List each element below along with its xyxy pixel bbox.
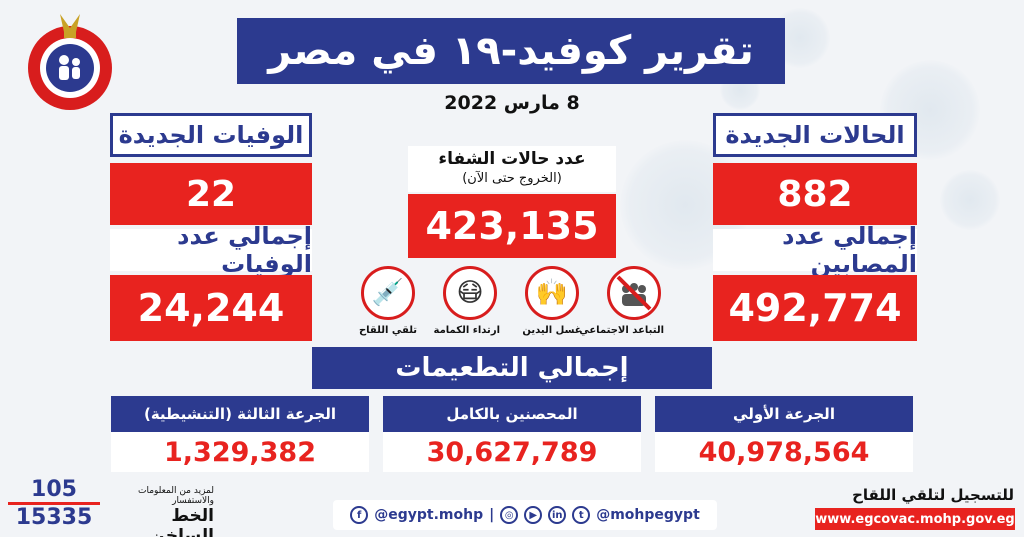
vax-fully-vaccinated-value: 30,627,789 <box>383 432 641 472</box>
linkedin-icon[interactable]: in <box>548 506 567 524</box>
facebook-icon[interactable]: f <box>350 506 369 524</box>
precaution-label: التباعد الاجتماعي <box>579 325 664 336</box>
new-deaths-value: 22 <box>110 163 312 225</box>
instagram-icon[interactable]: ◎ <box>500 506 519 524</box>
total-cases-value: 492,774 <box>713 275 917 341</box>
virus-decoration <box>940 170 1000 230</box>
recovered-value: 423,135 <box>408 194 616 258</box>
new-cases-value: 882 <box>713 163 917 225</box>
mask-icon: 😷 <box>443 266 497 320</box>
hotline-info: لمزيد من المعلومات والاستفسار <box>138 486 214 506</box>
hotline-label: الخط الساخن <box>150 506 214 537</box>
page-title: تقرير كوفيد-١٩ في مصر <box>237 18 785 84</box>
precaution-label: ارتداء الكمامة <box>433 325 500 336</box>
report-date: 8 مارس 2022 <box>444 92 580 114</box>
vax-fully-vaccinated-label: المحصنين بالكامل <box>383 396 641 432</box>
hotline-numbers: 105 15335 <box>8 478 100 531</box>
recovered-header: عدد حالات الشفاء (الخروج حتى الآن) <box>408 146 616 192</box>
precaution-distancing: التباعد الاجتماعي <box>579 266 664 336</box>
recovered-label: عدد حالات الشفاء <box>438 149 586 169</box>
hotline-text: لمزيد من المعلومات والاستفسار الخط الساخ… <box>104 486 214 537</box>
ministry-logo <box>24 10 116 114</box>
vax-first-dose: الجرعة الأولي 40,978,564 <box>655 396 913 472</box>
recovered-sublabel: (الخروج حتى الآن) <box>462 171 562 186</box>
registration-text: للتسجيل لتلقي اللقاح <box>852 486 1014 504</box>
precaution-label: غسل اليدين <box>522 325 582 336</box>
vax-booster-value: 1,329,382 <box>111 432 369 472</box>
hotline-number-2: 15335 <box>15 505 93 530</box>
social-bar: f @egypt.mohp | ◎ ▶ in t @mohpegypt <box>333 500 717 530</box>
total-cases-label: إجمالي عدد المصابين <box>713 222 917 278</box>
vaccinations-title: إجمالي التطعيمات <box>312 347 712 389</box>
hand-wash-icon: 🙌 <box>525 266 579 320</box>
precaution-handwash: 🙌 غسل اليدين <box>522 266 582 336</box>
total-deaths-value: 24,244 <box>110 275 312 341</box>
twitter-icon[interactable]: t <box>572 506 591 524</box>
no-crowds-icon <box>607 266 661 320</box>
precaution-vaccine: 💉 تلقي اللقاح <box>358 266 418 336</box>
new-cases-label: الحالات الجديدة <box>713 113 917 157</box>
social-handle-2[interactable]: @mohpegypt <box>596 507 700 523</box>
vax-first-dose-value: 40,978,564 <box>655 432 913 472</box>
vaccine-icon: 💉 <box>361 266 415 320</box>
vax-booster: الجرعة الثالثة (التنشيطية) 1,329,382 <box>111 396 369 472</box>
registration-url[interactable]: www.egcovac.mohp.gov.eg <box>815 508 1015 530</box>
social-handle-1[interactable]: @egypt.mohp <box>374 507 484 523</box>
new-deaths-label: الوفيات الجديدة <box>110 113 312 157</box>
divider: | <box>489 507 495 523</box>
vax-fully-vaccinated: المحصنين بالكامل 30,627,789 <box>383 396 641 472</box>
precaution-mask: 😷 ارتداء الكمامة <box>433 266 500 336</box>
vax-first-dose-label: الجرعة الأولي <box>655 396 913 432</box>
total-deaths-label: إجمالي عدد الوفيات <box>110 222 312 278</box>
precaution-label: تلقي اللقاح <box>358 325 418 336</box>
youtube-icon[interactable]: ▶ <box>524 506 543 524</box>
hotline-number-1: 105 <box>8 478 100 505</box>
vax-booster-label: الجرعة الثالثة (التنشيطية) <box>111 396 369 432</box>
